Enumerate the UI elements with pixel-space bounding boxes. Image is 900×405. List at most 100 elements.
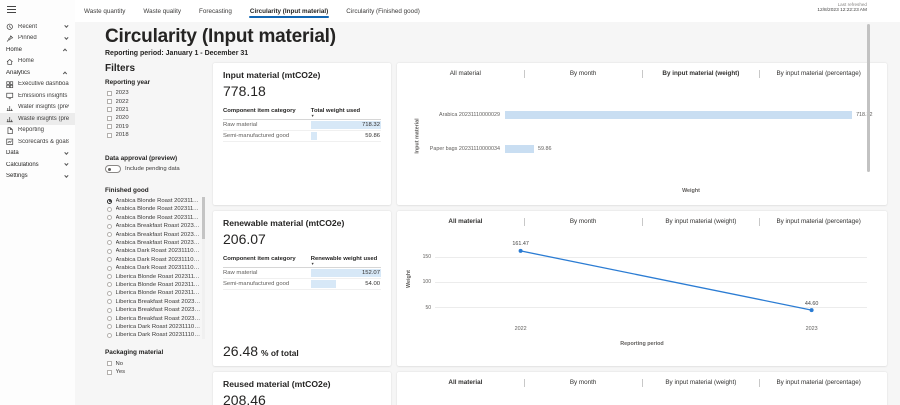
sidebar-item-analytics[interactable]: Analytics xyxy=(0,67,75,79)
sort-descending-icon[interactable]: ▼ xyxy=(310,262,315,266)
table-row[interactable]: Raw material 718.32 xyxy=(223,120,381,131)
data-point[interactable] xyxy=(518,248,523,253)
finished-good-option[interactable]: Arabica Breakfast Roast 20231110000005 xyxy=(105,230,201,238)
sidebar-item-executive-dashboard[interactable]: Executive dashboard xyxy=(0,79,75,91)
sidebar-item-calculations[interactable]: Calculations xyxy=(0,159,75,171)
chart-tab-by-input-material-percentage[interactable]: By input material (percentage) xyxy=(776,379,861,386)
radio-icon[interactable] xyxy=(107,324,112,330)
packaging-material-option-yes[interactable]: Yes xyxy=(105,368,205,376)
radio-icon[interactable] xyxy=(107,290,112,296)
reporting-year-option-2020[interactable]: 2020 xyxy=(105,114,205,122)
sidebar-item-data[interactable]: Data xyxy=(0,148,75,160)
chart-tab-by-input-material-weight[interactable]: By input material (weight) xyxy=(665,218,737,225)
sidebar-item-home[interactable]: Home xyxy=(0,56,75,68)
finished-good-option[interactable]: Liberica Blonde Roast 20231110000027 xyxy=(105,289,201,297)
radio-icon[interactable] xyxy=(107,307,112,313)
finished-good-option[interactable]: Arabica Blonde Roast 20231110000006 xyxy=(105,205,201,213)
radio-icon[interactable] xyxy=(107,316,112,321)
bar-segment[interactable] xyxy=(505,111,853,119)
table-row[interactable]: Raw material 152.07 xyxy=(223,268,381,279)
packaging-material-option-no[interactable]: No xyxy=(105,359,205,367)
reporting-year-option-2021[interactable]: 2021 xyxy=(105,106,205,114)
finished-good-option[interactable]: Liberica Dark Roast 20231110000025 xyxy=(105,331,201,339)
bar-segment[interactable] xyxy=(505,145,535,153)
reporting-year-option-2023[interactable]: 2023 xyxy=(105,89,205,97)
radio-icon[interactable] xyxy=(107,232,112,238)
sidebar-item-scorecards-goals[interactable]: Scorecards & goals xyxy=(0,136,75,148)
finished-good-option[interactable]: Liberica Blonde Roast 20231110000021 xyxy=(105,272,201,280)
sidebar-item-home[interactable]: Home xyxy=(0,44,75,56)
finished-good-option[interactable]: Arabica Dark Roast 20231110000010 xyxy=(105,264,201,272)
radio-icon[interactable] xyxy=(107,198,112,204)
radio-icon[interactable] xyxy=(107,206,112,212)
checkbox-icon[interactable] xyxy=(107,132,112,138)
data-point[interactable] xyxy=(809,308,814,313)
finished-good-scrollbar-thumb[interactable] xyxy=(202,196,205,239)
checkbox-icon[interactable] xyxy=(107,369,112,375)
radio-icon[interactable] xyxy=(107,274,112,280)
radio-icon[interactable] xyxy=(107,248,112,254)
finished-good-scrollbar[interactable] xyxy=(202,196,205,340)
reporting-year-option-2019[interactable]: 2019 xyxy=(105,123,205,131)
finished-good-option[interactable]: Arabica Dark Roast 20231110000007 xyxy=(105,256,201,264)
chart-tab-by-input-material-percentage[interactable]: By input material (percentage) xyxy=(776,218,861,225)
finished-good-option[interactable]: Liberica Breakfast Roast 20231110000... xyxy=(105,314,201,322)
chart-tab-by-month[interactable]: By month xyxy=(569,70,597,77)
radio-icon[interactable] xyxy=(107,332,112,338)
content-scrollbar[interactable] xyxy=(866,22,872,405)
sidebar-item-reporting[interactable]: Reporting xyxy=(0,125,75,137)
sidebar-item-water-insights-previ[interactable]: Water insights (previ... xyxy=(0,102,75,114)
finished-good-option[interactable]: Liberica Breakfast Roast 20231110000... xyxy=(105,298,201,306)
chart-tab-all-material[interactable]: All material xyxy=(448,379,483,386)
tab-waste-quality[interactable]: Waste quality xyxy=(143,7,181,15)
radio-icon[interactable] xyxy=(107,223,112,229)
tab-forecasting[interactable]: Forecasting xyxy=(199,7,232,15)
chart-tab-by-month[interactable]: By month xyxy=(569,379,597,386)
checkbox-icon[interactable] xyxy=(107,99,112,105)
reporting-year-option-2018[interactable]: 2018 xyxy=(105,131,205,139)
checkbox-icon[interactable] xyxy=(107,124,112,130)
finished-good-option[interactable]: Arabica Breakfast Roast 20231110000008 xyxy=(105,239,201,247)
sidebar-item-settings[interactable]: Settings xyxy=(0,171,75,183)
chart-tab-all-material[interactable]: All material xyxy=(449,70,481,77)
checkbox-icon[interactable] xyxy=(107,90,112,96)
chart-tab-by-input-material-weight[interactable]: By input material (weight) xyxy=(665,379,737,386)
bar-row[interactable]: Paper bags 20231110000034 59.86 xyxy=(417,132,877,166)
radio-icon[interactable] xyxy=(107,215,112,221)
finished-good-option[interactable]: Liberica Blonde Roast 20231110000024 xyxy=(105,281,201,289)
sidebar-item-pinned[interactable]: Pinned xyxy=(0,33,75,45)
finished-good-option[interactable]: Arabica Breakfast Roast 20231110000002 xyxy=(105,222,201,230)
sidebar-item-recent[interactable]: Recent xyxy=(0,21,75,33)
chart-tab-by-input-material-weight[interactable]: By input material (weight) xyxy=(662,70,740,77)
table-row[interactable]: Semi-manufactured good 54.00 xyxy=(223,279,381,290)
sort-descending-icon[interactable]: ▼ xyxy=(310,114,315,118)
checkbox-icon[interactable] xyxy=(107,115,112,121)
hamburger-menu-icon[interactable] xyxy=(7,6,16,13)
chart-tab-by-month[interactable]: By month xyxy=(569,218,597,225)
sidebar-item-waste-insights-previ[interactable]: Waste insights (previ... xyxy=(0,113,75,125)
radio-icon[interactable] xyxy=(107,240,112,246)
column-header-renewable-weight[interactable]: Renewable weight used xyxy=(310,256,378,262)
chart-tab-by-input-material-percentage[interactable]: By input material (percentage) xyxy=(776,70,861,77)
finished-good-option[interactable]: Arabica Blonde Roast 20231110000009 xyxy=(105,214,201,222)
tab-waste-quantity[interactable]: Waste quantity xyxy=(84,7,126,15)
chart-tab-all-material[interactable]: All material xyxy=(448,218,483,225)
column-header-total-weight[interactable]: Total weight used xyxy=(310,108,361,114)
content-scrollbar-thumb[interactable] xyxy=(867,24,870,172)
checkbox-icon[interactable] xyxy=(107,361,112,367)
column-header-category[interactable]: Component item category xyxy=(223,108,296,114)
column-header-category[interactable]: Component item category xyxy=(223,256,296,262)
radio-icon[interactable] xyxy=(107,299,112,305)
radio-icon[interactable] xyxy=(107,265,112,271)
bar-row[interactable]: Arabica 20231110000029 718.32 xyxy=(417,98,877,132)
table-row[interactable]: Semi-manufactured good 59.86 xyxy=(223,131,381,142)
tab-circularity-finished-good[interactable]: Circularity (Finished good) xyxy=(346,7,420,15)
sidebar-item-emissions-insights[interactable]: Emissions insights xyxy=(0,90,75,102)
finished-good-option[interactable]: Arabica Blonde Roast 20231110000003 xyxy=(105,197,201,205)
finished-good-option[interactable]: Liberica Dark Roast 20231110000022 xyxy=(105,323,201,331)
checkbox-icon[interactable] xyxy=(107,107,112,113)
radio-icon[interactable] xyxy=(107,257,112,263)
finished-good-option[interactable]: Arabica Dark Roast 20231110000004 xyxy=(105,247,201,255)
radio-icon[interactable] xyxy=(107,282,112,288)
tab-circularity-input-material[interactable]: Circularity (Input material) xyxy=(248,0,330,22)
